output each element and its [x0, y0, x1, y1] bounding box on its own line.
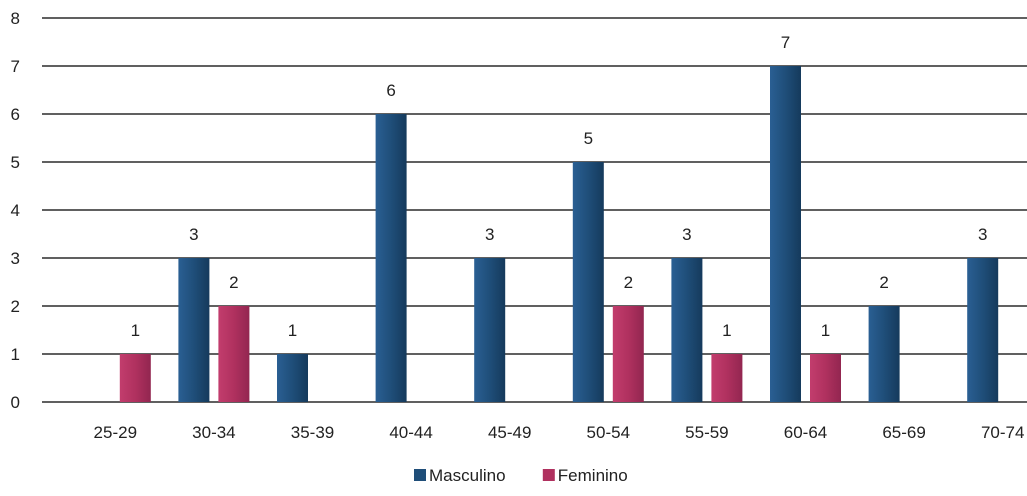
- data-label: 6: [386, 81, 395, 100]
- x-tick-label: 55-59: [685, 423, 728, 442]
- data-label: 2: [229, 273, 238, 292]
- bar-masculino-40-44: [375, 114, 407, 402]
- legend: Masculino Feminino: [414, 466, 628, 485]
- data-label: 1: [131, 321, 140, 340]
- legend-label-feminino: Feminino: [558, 466, 628, 485]
- bar-masculino-45-49: [474, 258, 506, 402]
- data-label: 3: [978, 225, 987, 244]
- y-tick-label: 1: [11, 345, 20, 364]
- data-label: 3: [189, 225, 198, 244]
- legend-label-masculino: Masculino: [429, 466, 506, 485]
- bar-feminino-55-59: [711, 354, 743, 402]
- bar-feminino-25-29: [119, 354, 151, 402]
- bar-masculino-35-39: [277, 354, 308, 402]
- x-tick-label: 25-29: [94, 423, 137, 442]
- bar-feminino-60-64: [810, 354, 841, 402]
- bar-masculino-60-64: [770, 66, 801, 402]
- x-tick-label: 50-54: [587, 423, 630, 442]
- x-tick-label: 30-34: [192, 423, 235, 442]
- bar-masculino-70-74: [967, 258, 999, 402]
- legend-swatch-feminino: [542, 469, 555, 481]
- data-label: 2: [624, 273, 633, 292]
- data-labels: 1 3 2 1 6 3 5 2 3 1 7 1 2 3: [131, 33, 988, 340]
- x-tick-label: 35-39: [291, 423, 334, 442]
- data-label: 1: [288, 321, 297, 340]
- x-tick-label: 65-69: [882, 423, 925, 442]
- bar-feminino-50-54: [612, 306, 644, 402]
- y-tick-label: 5: [11, 153, 20, 172]
- bar-masculino-50-54: [572, 162, 604, 402]
- data-label: 3: [485, 225, 494, 244]
- y-tick-label: 0: [11, 393, 20, 412]
- y-tick-label: 2: [11, 297, 20, 316]
- x-tick-label: 40-44: [389, 423, 432, 442]
- y-tick-label: 6: [11, 105, 20, 124]
- bar-masculino-65-69: [868, 306, 900, 402]
- y-tick-label: 7: [11, 57, 20, 76]
- data-label: 1: [821, 321, 830, 340]
- y-axis-ticks: 0 1 2 3 4 5 6 7 8: [11, 9, 20, 412]
- data-label: 3: [682, 225, 691, 244]
- bar-masculino-30-34: [178, 258, 210, 402]
- y-tick-label: 4: [11, 201, 20, 220]
- bar-feminino-30-34: [218, 306, 250, 402]
- x-axis-ticks: 25-29 30-34 35-39 40-44 45-49 50-54 55-59 60-64…: [94, 423, 1025, 442]
- data-label: 7: [781, 33, 790, 52]
- y-tick-label: 3: [11, 249, 20, 268]
- data-label: 5: [584, 129, 593, 148]
- y-tick-label: 8: [11, 9, 20, 28]
- bars: [119, 66, 999, 402]
- x-tick-label: 45-49: [488, 423, 531, 442]
- data-label: 2: [879, 273, 888, 292]
- x-tick-label: 70-74: [981, 423, 1024, 442]
- legend-swatch-masculino: [414, 469, 426, 481]
- bar-masculino-55-59: [671, 258, 703, 402]
- data-label: 1: [722, 321, 731, 340]
- x-tick-label: 60-64: [784, 423, 827, 442]
